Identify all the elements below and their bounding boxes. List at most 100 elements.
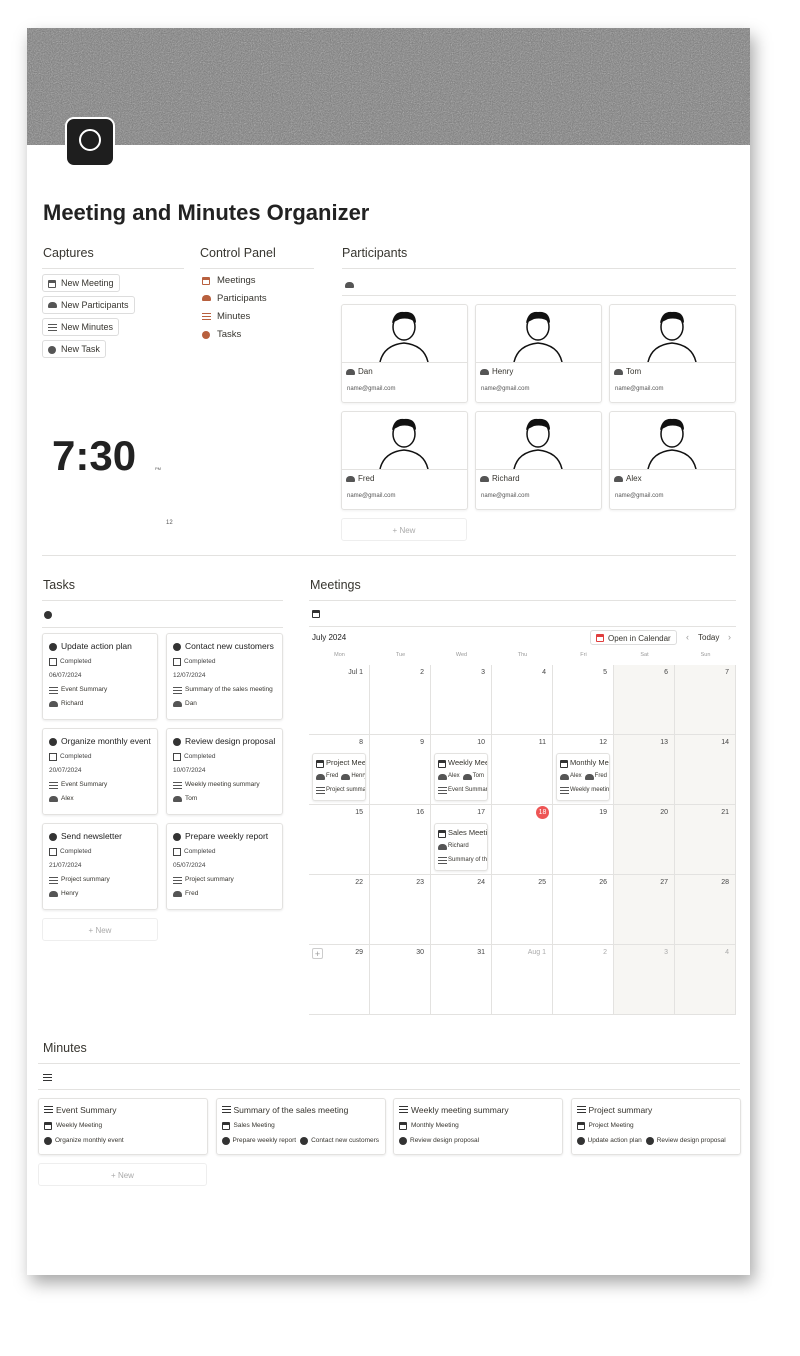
calendar-day[interactable]: 26 bbox=[553, 875, 614, 945]
add-button[interactable]: + bbox=[312, 948, 323, 959]
nav-link[interactable]: Tasks bbox=[202, 329, 241, 340]
task-card[interactable]: Contact new customers Completed 12/07/2024… bbox=[166, 633, 283, 720]
task-minutes: Event Summary bbox=[49, 781, 107, 790]
icon-list bbox=[44, 1106, 53, 1114]
calendar-day[interactable]: 21 bbox=[675, 805, 736, 875]
day-number: 11 bbox=[538, 739, 546, 746]
today-button[interactable]: Today bbox=[698, 633, 720, 642]
calendar-day[interactable]: 2 bbox=[370, 665, 431, 735]
minutes-tasks: Update action plan Review design proposal bbox=[576, 1137, 730, 1145]
calendar-day[interactable]: 6 bbox=[614, 665, 675, 735]
next-button[interactable]: › bbox=[728, 632, 731, 642]
icon-list bbox=[438, 787, 447, 795]
divider bbox=[38, 1063, 740, 1064]
icon-people bbox=[438, 774, 447, 780]
calendar-day[interactable]: 15 bbox=[309, 805, 370, 875]
participant-card[interactable]: Tom name@gmail.com bbox=[609, 304, 736, 403]
icon-cal bbox=[399, 1122, 407, 1130]
checkbox[interactable] bbox=[49, 658, 57, 666]
capture-button[interactable]: New Participants bbox=[42, 296, 135, 314]
capture-button[interactable]: New Minutes bbox=[42, 318, 120, 336]
divider bbox=[476, 469, 601, 470]
checkbox[interactable] bbox=[49, 753, 57, 761]
icon-cal bbox=[316, 760, 324, 768]
checkbox[interactable] bbox=[173, 753, 181, 761]
calendar-day[interactable]: 29 + bbox=[309, 945, 370, 1015]
nav-link[interactable]: Meetings bbox=[202, 275, 256, 286]
task-title: Send newsletter bbox=[49, 831, 122, 841]
calendar-day[interactable]: 25 bbox=[492, 875, 553, 945]
task-card[interactable]: Update action plan Completed 06/07/2024 Eve… bbox=[42, 633, 158, 720]
day-number: 9 bbox=[420, 739, 424, 746]
participant-card[interactable]: Dan name@gmail.com bbox=[341, 304, 468, 403]
icon-people bbox=[560, 774, 569, 780]
icon-people bbox=[345, 282, 354, 288]
calendar-day[interactable]: 11 bbox=[492, 735, 553, 805]
calendar-day[interactable]: 27 bbox=[614, 875, 675, 945]
task-date: 21/07/2024 bbox=[49, 862, 82, 869]
calendar-day[interactable]: 28 bbox=[675, 875, 736, 945]
minutes-card[interactable]: Event Summary Weekly Meeting Organize mont… bbox=[38, 1098, 208, 1155]
calendar-day[interactable]: 5 bbox=[553, 665, 614, 735]
checkbox[interactable] bbox=[173, 658, 181, 666]
participant-name: Richard bbox=[480, 474, 520, 483]
calendar-day[interactable]: 23 bbox=[370, 875, 431, 945]
calendar-day[interactable]: 13 bbox=[614, 735, 675, 805]
checkbox[interactable] bbox=[49, 848, 57, 856]
new-button[interactable]: + New bbox=[341, 518, 467, 541]
calendar-day[interactable]: 18 bbox=[492, 805, 553, 875]
minutes-card[interactable]: Project summary Project Meeting Update act… bbox=[570, 1098, 741, 1155]
calendar-day[interactable]: 24 bbox=[431, 875, 492, 945]
calendar-day[interactable]: 4 bbox=[492, 665, 553, 735]
task-card[interactable]: Send newsletter Completed 21/07/2024 Projec… bbox=[42, 823, 158, 910]
calendar-day[interactable]: 3 bbox=[614, 945, 675, 1015]
calendar-day[interactable]: 14 bbox=[675, 735, 736, 805]
task-card[interactable]: Organize monthly event Completed 20/07/202… bbox=[42, 728, 158, 815]
calendar-day[interactable]: 30 bbox=[370, 945, 431, 1015]
calendar-day[interactable]: 31 bbox=[431, 945, 492, 1015]
new-button[interactable]: + New bbox=[42, 918, 158, 941]
task-card[interactable]: Review design proposal Completed 10/07/202… bbox=[166, 728, 283, 815]
icon-people bbox=[346, 369, 355, 375]
participant-card[interactable]: Richard name@gmail.com bbox=[475, 411, 602, 510]
minutes-task: Review design proposal bbox=[399, 1137, 479, 1145]
calendar-day[interactable]: 16 bbox=[370, 805, 431, 875]
nav-link[interactable]: Minutes bbox=[202, 311, 250, 322]
task-participant: Tom bbox=[173, 795, 197, 802]
icon-people bbox=[346, 476, 355, 482]
minutes-card[interactable]: Summary of the sales meeting Sales Meetin… bbox=[215, 1098, 386, 1155]
new-button[interactable]: + New bbox=[38, 1163, 207, 1186]
task-title: Prepare weekly report bbox=[173, 831, 268, 841]
calendar-day[interactable]: 2 bbox=[553, 945, 614, 1015]
participant-card[interactable]: Alex name@gmail.com bbox=[609, 411, 736, 510]
open-calendar-button[interactable]: Open in Calendar bbox=[590, 630, 677, 645]
icon-people bbox=[202, 295, 211, 301]
task-card[interactable]: Prepare weekly report Completed 05/07/2024… bbox=[166, 823, 283, 910]
calendar-day[interactable]: 3 bbox=[431, 665, 492, 735]
calendar-day[interactable]: Aug 1 bbox=[492, 945, 553, 1015]
calendar-day[interactable]: 9 bbox=[370, 735, 431, 805]
checkbox[interactable] bbox=[173, 848, 181, 856]
icon-people bbox=[49, 796, 58, 802]
capture-button[interactable]: New Meeting bbox=[42, 274, 120, 292]
section-heading: Tasks bbox=[43, 578, 75, 592]
calendar-day[interactable]: Jul 1 bbox=[309, 665, 370, 735]
calendar-day[interactable]: 22 bbox=[309, 875, 370, 945]
nav-link[interactable]: Participants bbox=[202, 293, 267, 304]
event-card[interactable]: Sales Meeting Richard Summary of the sales… bbox=[434, 823, 488, 871]
capture-button[interactable]: New Task bbox=[42, 340, 106, 358]
calendar-day[interactable]: 7 bbox=[675, 665, 736, 735]
participant-card[interactable]: Henry name@gmail.com bbox=[475, 304, 602, 403]
prev-button[interactable]: ‹ bbox=[686, 632, 689, 642]
calendar-day[interactable]: 20 bbox=[614, 805, 675, 875]
calendar-day[interactable]: 4 bbox=[675, 945, 736, 1015]
icon-cal bbox=[596, 634, 604, 642]
day-number: 25 bbox=[538, 879, 546, 886]
calendar-day[interactable]: 19 bbox=[553, 805, 614, 875]
minutes-card[interactable]: Weekly meeting summary Monthly Meeting Rev… bbox=[393, 1098, 563, 1155]
day-number: Aug 1 bbox=[527, 949, 546, 956]
participant-card[interactable]: Fred name@gmail.com bbox=[341, 411, 468, 510]
